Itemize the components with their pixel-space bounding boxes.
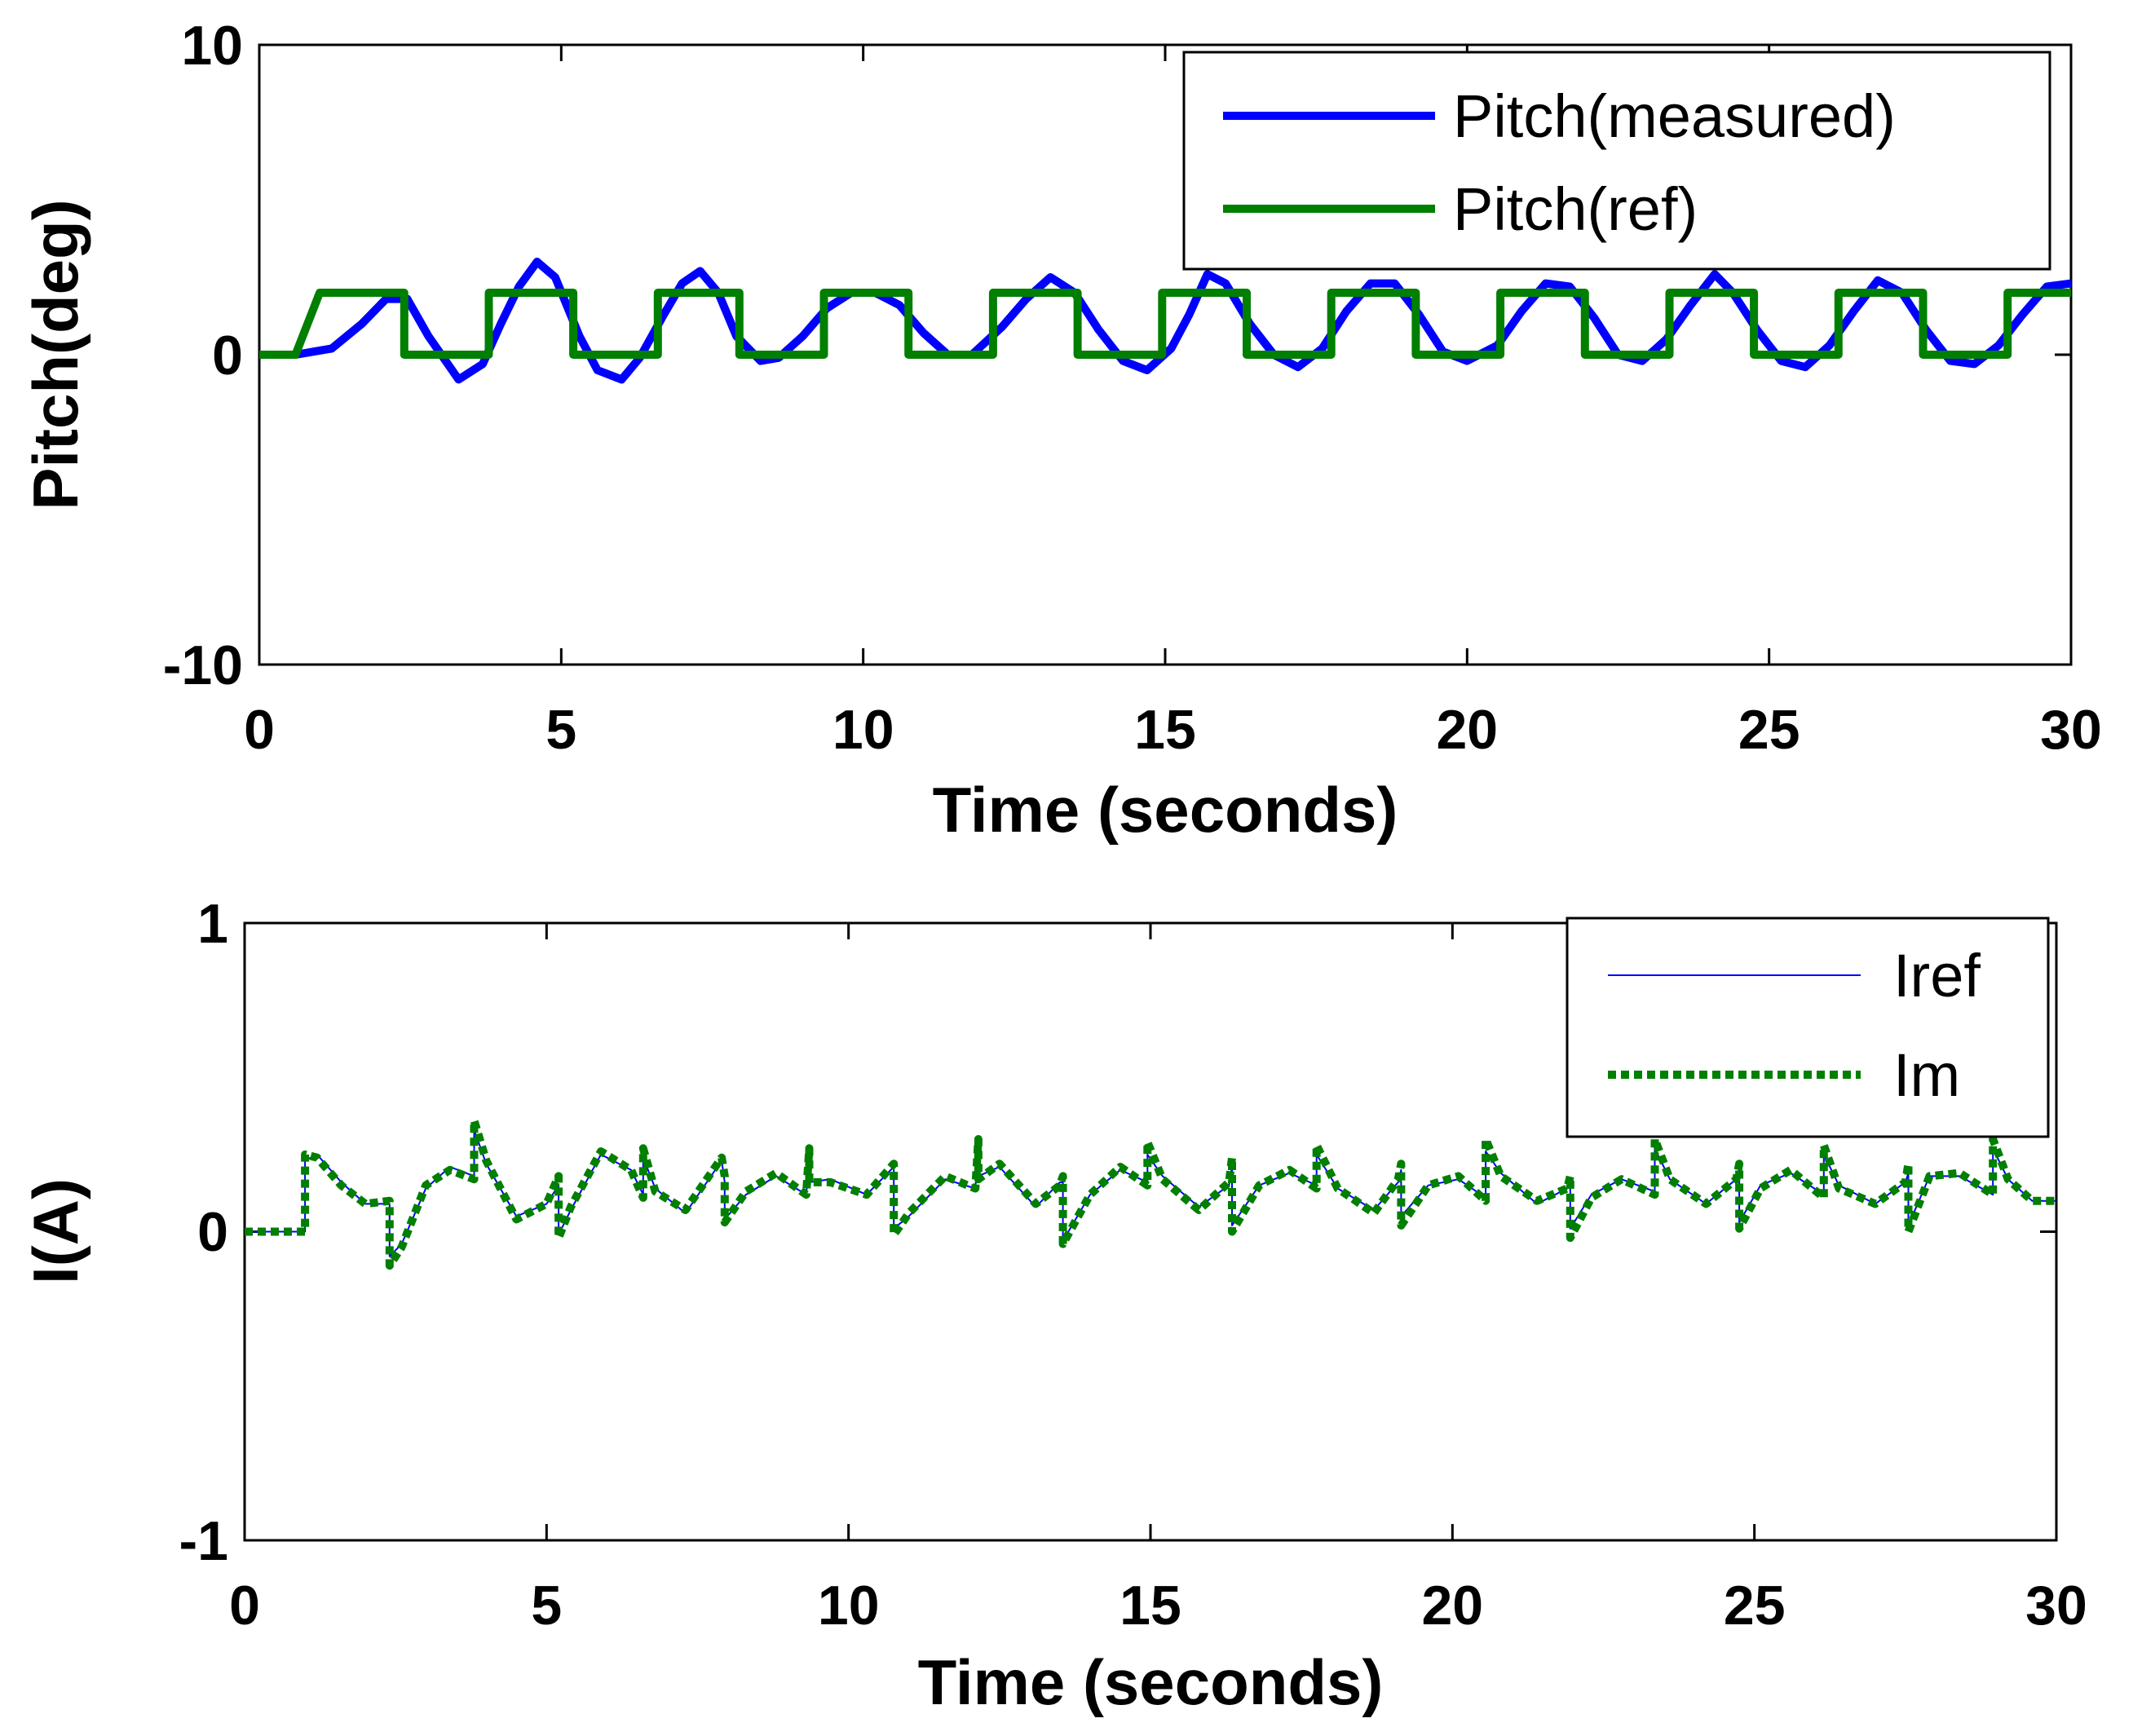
- current-legend: Iref Im: [1566, 917, 2050, 1138]
- pitch-x-axis-label: Time (seconds): [933, 774, 1398, 846]
- current-chart: 0 5 10 15 20 25 30 -1 0 1 Time (seconds)…: [20, 893, 2087, 1718]
- pitch-x-tick-label: 10: [832, 699, 894, 761]
- pitch-x-tick-label: 25: [1738, 699, 1800, 761]
- current-legend-label-im: Im: [1893, 1041, 1960, 1109]
- pitch-x-tick-label: 5: [545, 699, 576, 761]
- current-y-tick-label: -1: [179, 1510, 228, 1572]
- current-legend-box: [1566, 917, 2050, 1138]
- current-x-tick-label: 5: [531, 1575, 562, 1637]
- pitch-legend-label-measured: Pitch(measured): [1453, 82, 1896, 150]
- pitch-y-axis-label: Pitch(deg): [20, 199, 91, 510]
- pitch-x-tick-label: 20: [1436, 699, 1498, 761]
- pitch-series-pitch-ref: [259, 289, 2071, 359]
- pitch-chart: 0 5 10 15 20 25 30 -10 0 10 Time (second…: [20, 15, 2102, 846]
- current-chart-series: [245, 1116, 2056, 1270]
- current-y-tick-label: 1: [197, 893, 228, 955]
- pitch-x-tick-label: 30: [2040, 699, 2102, 761]
- pitch-legend-box: [1182, 51, 2051, 271]
- pitch-chart-series: [259, 258, 2072, 384]
- pitch-x-tick-label: 15: [1134, 699, 1196, 761]
- current-x-axis-label: Time (seconds): [918, 1646, 1384, 1718]
- current-x-tick-label: 0: [229, 1575, 260, 1637]
- current-x-tick-label: 15: [1119, 1575, 1181, 1637]
- pitch-y-tick-label: 0: [212, 325, 243, 387]
- pitch-chart-ticks: [258, 43, 2073, 666]
- current-y-axis-label: I(A): [20, 1178, 91, 1284]
- current-legend-label-iref: Iref: [1893, 942, 1981, 1009]
- pitch-legend-label-ref: Pitch(ref): [1453, 175, 1698, 243]
- current-series-im: [245, 1116, 2056, 1270]
- current-y-tick-label: 0: [197, 1201, 228, 1263]
- pitch-x-tick-label: 0: [244, 699, 275, 761]
- current-x-tick-label: 30: [2025, 1575, 2087, 1637]
- pitch-legend: Pitch(measured) Pitch(ref): [1182, 51, 2051, 271]
- pitch-y-tick-label: 10: [181, 15, 243, 77]
- pitch-y-tick-label: -10: [163, 634, 243, 696]
- current-x-tick-label: 25: [1724, 1575, 1786, 1637]
- current-x-tick-label: 20: [1421, 1575, 1483, 1637]
- current-x-tick-label: 10: [818, 1575, 880, 1637]
